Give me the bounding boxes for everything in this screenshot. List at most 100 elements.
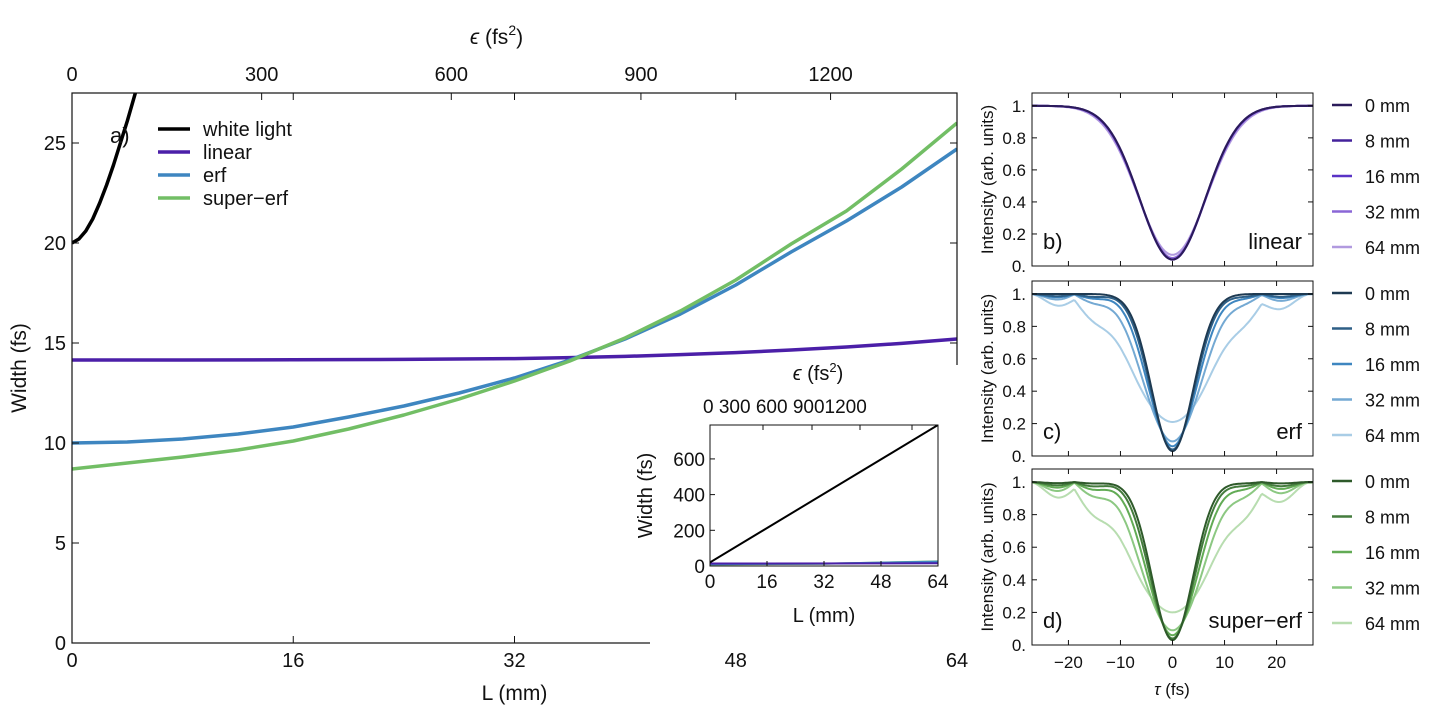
series-line-linear <box>72 337 957 362</box>
panel-label-b: b) <box>1043 229 1063 254</box>
top-x-tick-label-a: 300 <box>245 64 278 86</box>
y-tick-label-c: 1. <box>1012 285 1026 304</box>
x-tick-label-d: 10 <box>1215 653 1234 672</box>
inset-top-tick-labels: 0 300 600 9001200 <box>703 397 867 418</box>
legend-label-c: 0 mm <box>1365 284 1410 304</box>
y-tick-label-d: 0.4 <box>1002 571 1026 590</box>
y-tick-label-c: 0. <box>1012 447 1026 466</box>
inset-y-tick-label: 400 <box>673 486 705 507</box>
y-tick-label-d: 0. <box>1012 636 1026 655</box>
y-tick-label-b: 0.8 <box>1002 129 1026 148</box>
y-tick-label-c: 0.4 <box>1002 382 1026 401</box>
inset-y-tick-label: 0 <box>694 557 705 578</box>
series-line-white-light <box>72 93 138 245</box>
x-tick-label-d: −20 <box>1054 653 1083 672</box>
intensity-line-b <box>1032 104 1313 261</box>
y-tick-label-b: 0. <box>1012 257 1026 276</box>
legend-label-a: erf <box>203 165 227 187</box>
x-axis-label-d: τ (fs) <box>1154 680 1190 699</box>
panel-label-c: c) <box>1043 419 1061 444</box>
intensity-line-c <box>1032 293 1313 451</box>
inset-x-tick-label: 48 <box>870 572 891 593</box>
x-tick-label-d: −10 <box>1106 653 1135 672</box>
inset-x-tick-label: 32 <box>813 572 834 593</box>
legend-label-a: white light <box>202 119 292 141</box>
panel-name-d: super−erf <box>1208 608 1302 633</box>
inset-y-tick-label: 600 <box>673 450 705 471</box>
top-label-sup: 2 <box>508 22 516 38</box>
x-tick-label-a: 64 <box>946 650 968 672</box>
top-x-tick-label-a: 600 <box>435 64 468 86</box>
top-label-symbol: ϵ <box>470 26 480 49</box>
inset-top-end: ) <box>837 363 844 385</box>
x-tick-label-a: 16 <box>282 650 304 672</box>
x-tick-label-a: 0 <box>66 650 77 672</box>
x-tick-label-a: 48 <box>725 650 747 672</box>
intensity-line-d <box>1032 481 1313 614</box>
panel-name-c: erf <box>1276 419 1303 444</box>
inset-top-tick-label: 900 <box>788 397 825 418</box>
y-tick-label-a: 25 <box>44 133 66 155</box>
panel-name-b: linear <box>1248 229 1302 254</box>
y-tick-label-a: 0 <box>55 633 66 655</box>
top-x-tick-label-a: 900 <box>624 64 657 86</box>
inset-y-axis-label: Width (fs) <box>635 453 657 539</box>
legend-label-b: 8 mm <box>1365 132 1410 152</box>
y-tick-label-a: 10 <box>44 433 66 455</box>
inset-x-tick-label: 64 <box>927 572 949 593</box>
legend-label-d: 0 mm <box>1365 472 1410 492</box>
y-tick-label-c: 0.6 <box>1002 350 1026 369</box>
y-tick-label-a: 5 <box>55 533 66 555</box>
y-tick-label-d: 0.6 <box>1002 538 1026 557</box>
y-tick-label-d: 1. <box>1012 473 1026 492</box>
panel-d: 0. 0.2 0.4 0.6 0.8 1. Intensity (arb. units) d)… <box>978 468 1420 699</box>
legend-label-d: 64 mm <box>1365 614 1420 634</box>
inset-top-tick-label: 1200 <box>825 397 867 418</box>
y-axis-label-b: Intensity (arb. units) <box>978 105 997 254</box>
y-tick-label-a: 15 <box>44 333 66 355</box>
intensity-line-c <box>1032 293 1313 443</box>
inset-top-axis-label: ϵ (fs2) <box>793 360 844 385</box>
x-tick-label-a: 32 <box>503 650 525 672</box>
series-line-erf <box>72 147 957 445</box>
y-tick-label-c: 0.2 <box>1002 415 1026 434</box>
inset-series-line <box>710 425 938 564</box>
inset-y-tick-label: 200 <box>673 521 705 542</box>
y-tick-label-d: 0.2 <box>1002 603 1026 622</box>
y-axis-label-a: Width (fs) <box>8 323 31 413</box>
x-axis-label-a: L (mm) <box>482 682 548 705</box>
legend-label-b: 64 mm <box>1365 238 1420 258</box>
y-axis-label-d: Intensity (arb. units) <box>978 482 997 631</box>
tau-symbol: τ <box>1154 680 1162 699</box>
intensity-line-c <box>1032 293 1313 453</box>
legend-label-c: 16 mm <box>1365 355 1420 375</box>
y-axis-label-c: Intensity (arb. units) <box>978 294 997 443</box>
panel-b: 0. 0.2 0.4 0.6 0.8 1. Intensity (arb. units) b)… <box>978 92 1420 276</box>
y-tick-label-b: 0.2 <box>1002 225 1026 244</box>
inset-top-sup: 2 <box>829 360 836 375</box>
top-x-tick-label-a: 0 <box>66 64 77 86</box>
inset-x-axis-label: L (mm) <box>793 605 856 627</box>
y-tick-label-b: 1. <box>1012 97 1026 116</box>
y-tick-label-d: 0.8 <box>1002 506 1026 525</box>
legend-label-d: 16 mm <box>1365 543 1420 563</box>
intensity-line-c <box>1032 293 1313 424</box>
y-tick-label-b: 0.6 <box>1002 161 1026 180</box>
inset-x-tick-label: 16 <box>756 572 777 593</box>
legend-label-d: 32 mm <box>1365 579 1420 599</box>
y-tick-label-c: 0.8 <box>1002 317 1026 336</box>
panel-c: 0. 0.2 0.4 0.6 0.8 1. Intensity (arb. units) c)… <box>978 280 1420 466</box>
panel-label-d: d) <box>1043 608 1063 633</box>
top-x-tick-label-a: 1200 <box>808 64 853 86</box>
top-label-end: ) <box>516 26 523 49</box>
panel-label-a: a) <box>110 123 130 148</box>
legend-label-b: 16 mm <box>1365 167 1420 187</box>
inset-top-tick-label: 0 <box>703 397 719 418</box>
legend-label-b: 32 mm <box>1365 203 1420 223</box>
legend-label-c: 8 mm <box>1365 320 1410 340</box>
legend-label-a: super−erf <box>203 188 288 210</box>
inset-top-tick-label: 600 <box>751 397 788 418</box>
inset-top-unit: (fs <box>802 363 830 385</box>
x-tick-label-d: 0 <box>1168 653 1177 672</box>
